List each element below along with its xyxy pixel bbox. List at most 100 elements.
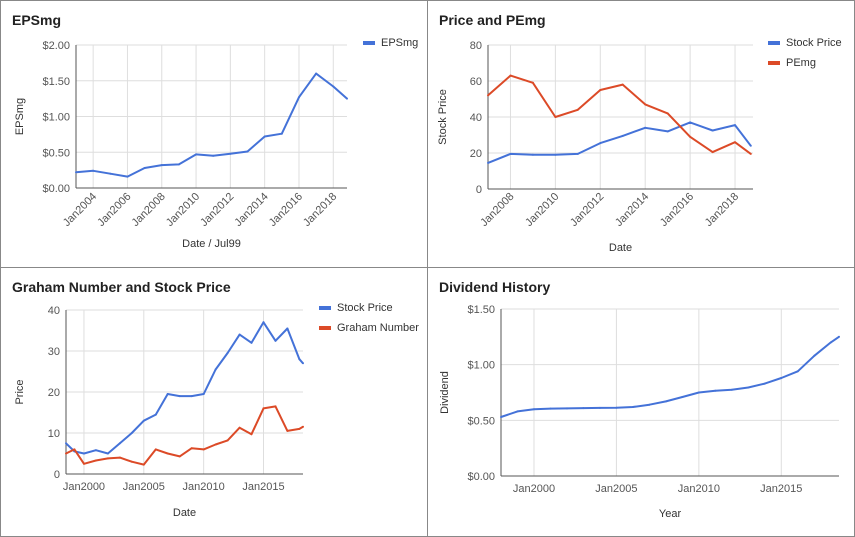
y-tick-label: $0.50 — [467, 415, 495, 427]
data-point — [554, 153, 557, 156]
x-tick-label: Jan2006 — [95, 191, 133, 229]
data-point — [178, 455, 181, 458]
data-point — [142, 419, 145, 422]
data-point — [154, 448, 157, 451]
data-point — [274, 405, 277, 408]
data-point — [302, 362, 304, 365]
y-tick-label: 40 — [470, 112, 482, 124]
data-point — [631, 406, 634, 408]
x-tick-label: Jan2012 — [198, 191, 236, 229]
data-point — [166, 452, 169, 455]
data-point — [621, 83, 624, 86]
data-point — [202, 393, 205, 395]
x-tick-label: Jan2016 — [267, 191, 305, 229]
x-tick-label: Jan2010 — [183, 481, 225, 493]
data-point — [130, 432, 133, 434]
legend-swatch — [768, 41, 780, 45]
data-point — [92, 169, 95, 172]
data-point — [621, 134, 624, 137]
panel-dividend-history: Dividend History $0.00 $0.50 $1.00 $1.50 Jan… — [427, 267, 855, 537]
data-point — [644, 103, 647, 106]
panel-title: Dividend History — [439, 279, 551, 295]
data-point — [190, 447, 193, 450]
data-point — [487, 161, 489, 164]
x-tick-label: Jan2005 — [595, 483, 637, 495]
series-line — [65, 321, 304, 455]
data-point — [65, 452, 67, 455]
x-tick-label: Jan2014 — [613, 191, 651, 229]
y-tick-label: 20 — [48, 387, 60, 399]
data-point — [780, 377, 783, 379]
panel-epsmg: EPSmg $0.00 $0.50 $1.00 $1.50 $2.00 Jan2004 Ja… — [0, 0, 428, 268]
x-tick-label: Jan2008 — [478, 191, 516, 229]
x-tick-label: Jan2012 — [568, 191, 606, 229]
data-point — [75, 171, 77, 174]
data-point — [190, 395, 193, 398]
chart-svg: 0 10 20 30 40 Jan2000 Jan2005 Jan2010 Jan2015 Dat… — [14, 302, 419, 519]
y-tick-label: 60 — [470, 76, 482, 88]
y-tick-label: $0.00 — [42, 183, 70, 195]
series-line — [487, 74, 752, 155]
data-point — [582, 407, 585, 410]
panel-title: EPSmg — [12, 12, 62, 28]
data-point — [250, 341, 253, 344]
data-point — [509, 74, 512, 77]
data-point — [302, 425, 304, 428]
data-point — [576, 152, 579, 155]
data-point — [118, 456, 121, 459]
chart-svg: $0.00 $0.50 $1.00 $1.50 Jan2000 Jan2005 Jan201… — [439, 304, 840, 520]
data-point — [298, 427, 301, 430]
data-point — [298, 358, 301, 361]
data-point — [734, 124, 736, 127]
data-point — [65, 442, 67, 445]
series-line — [500, 335, 840, 418]
data-point — [734, 141, 736, 144]
y-tick-label: 10 — [48, 428, 60, 440]
data-point — [195, 153, 198, 156]
x-tick-label: Jan2010 — [164, 191, 202, 229]
data-point — [106, 452, 109, 455]
data-point — [689, 121, 692, 124]
data-point — [763, 382, 766, 385]
y-tick-label: 0 — [476, 184, 482, 196]
data-point — [664, 400, 667, 403]
y-axis-title: Price — [14, 379, 26, 404]
panel-price-and-pemg: Price and PEmg 0 20 40 60 80 Jan2008 Jan2010 Ja… — [427, 0, 855, 268]
x-axis-title: Date — [609, 242, 632, 254]
data-point — [554, 116, 557, 118]
data-point — [83, 462, 85, 465]
data-point — [280, 132, 283, 135]
data-point — [747, 386, 750, 389]
legend-swatch — [319, 306, 331, 310]
legend-label: Stock Price — [337, 302, 393, 314]
data-point — [94, 449, 97, 452]
data-point — [332, 85, 335, 88]
y-tick-label: 80 — [470, 40, 482, 52]
x-tick-label: Jan2018 — [301, 191, 339, 229]
data-point — [298, 96, 300, 99]
y-axis-title: EPSmg — [14, 98, 26, 135]
x-tick-label: Jan2018 — [703, 191, 741, 229]
panel-title: Price and PEmg — [439, 12, 546, 28]
data-point — [697, 391, 700, 394]
y-tick-label: 0 — [54, 469, 60, 481]
y-tick-label: $0.00 — [467, 471, 495, 483]
data-point — [160, 164, 163, 167]
panel-graham-number-and-stock-price: Graham Number and Stock Price 0 10 20 30 40 J… — [0, 267, 428, 537]
data-point — [118, 442, 121, 445]
data-point — [749, 144, 752, 147]
data-point — [286, 429, 289, 432]
data-point — [549, 407, 552, 410]
y-tick-label: $1.50 — [42, 76, 70, 88]
data-point — [666, 112, 669, 115]
x-axis-title: Date — [173, 507, 196, 519]
data-point — [598, 406, 601, 409]
data-point — [315, 72, 318, 75]
x-tick-label: Jan2008 — [130, 191, 168, 229]
x-tick-label: Jan2010 — [678, 483, 720, 495]
data-point — [599, 89, 602, 91]
data-point — [576, 108, 579, 111]
series-line — [487, 121, 752, 164]
data-point — [229, 152, 232, 155]
